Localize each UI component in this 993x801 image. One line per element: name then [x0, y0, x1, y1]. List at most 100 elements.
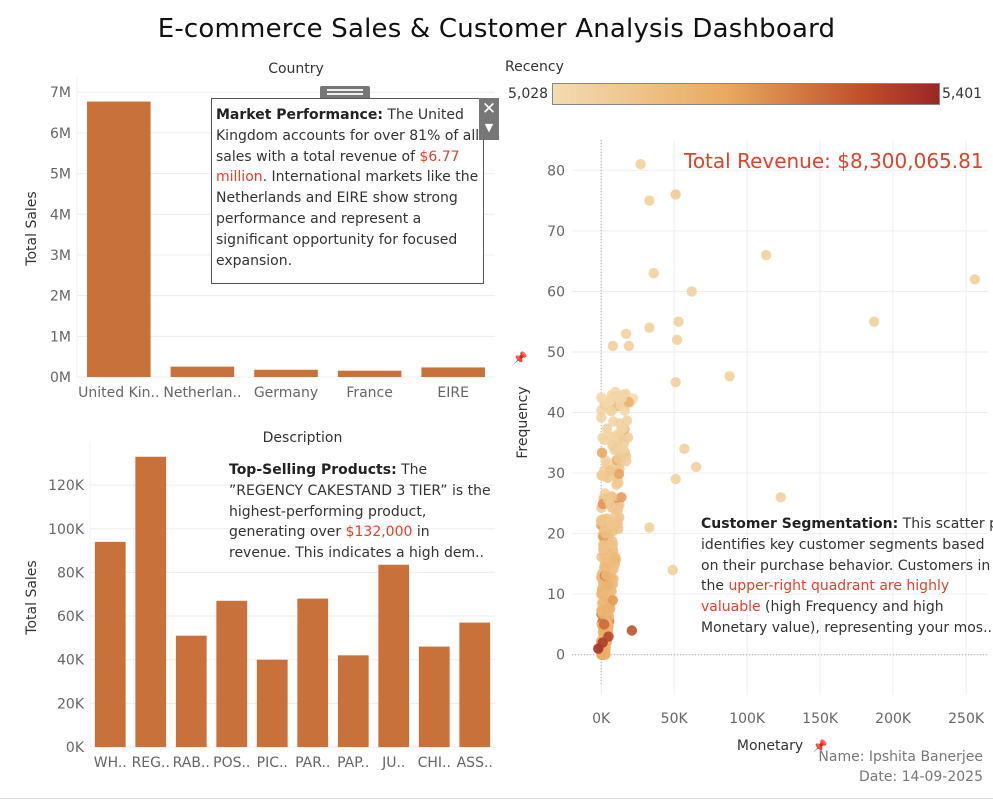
scatter-point — [616, 392, 628, 403]
country-x-tick-label: United Kin.. — [78, 385, 159, 401]
scatter-point — [610, 552, 621, 563]
country-y-tick-label: 6M — [50, 126, 71, 142]
scatter-y-tick-label: 50 — [547, 345, 565, 361]
scatter-point — [679, 443, 690, 455]
scatter-y-tick-label: 60 — [547, 284, 565, 300]
scatter-point — [612, 504, 623, 516]
scatter-y-tick-label: 80 — [547, 163, 565, 179]
scatter-y-tick-label: 30 — [547, 466, 565, 482]
scatter-point — [598, 543, 609, 555]
product-bar — [256, 659, 288, 747]
country-y-tick-label: 2M — [50, 289, 71, 305]
product-y-tick-label: 20K — [57, 696, 85, 712]
scatter-point — [605, 516, 616, 528]
scatter-point — [686, 286, 697, 297]
product-bar — [135, 456, 167, 747]
country-y-tick-label: 5M — [50, 167, 71, 183]
country-header: Country — [268, 61, 324, 77]
seg-line5-post: (high Frequency and high — [760, 599, 944, 616]
scatter-point — [601, 397, 612, 408]
scatter-y-tick-label: 20 — [547, 527, 565, 543]
product-bar — [297, 598, 329, 747]
seg-line6: Monetary value), representing your mos.. — [701, 619, 992, 636]
scatter-point — [667, 564, 678, 576]
scatter-point — [969, 274, 981, 285]
country-bar — [170, 366, 235, 377]
product-x-tick-label: PAR.. — [295, 755, 330, 771]
product-x-tick-label: PIC.. — [257, 755, 288, 771]
country-bar-chart: Country 0M 1M 2M 3M 4M 5M 6M 7M Total Sales United… — [24, 61, 495, 401]
scatter-point — [601, 423, 613, 434]
product-x-tick-label: WH.. — [94, 755, 127, 771]
seg-line1: This scatter plot — [902, 516, 993, 532]
market-annotation-text1: The United Kingdom accounts for over 81%… — [216, 107, 480, 165]
product-x-tick-label: POS.. — [213, 755, 250, 771]
product-y-tick-label: 80K — [57, 565, 85, 581]
scatter-point — [617, 443, 629, 454]
caret-down-icon[interactable]: ▼ — [484, 121, 494, 134]
scatter-point — [596, 516, 607, 527]
recency-color-ramp[interactable] — [552, 83, 940, 105]
product-y-tick-label: 100K — [48, 522, 85, 538]
market-annotation-text2: . International markets like the Netherl… — [216, 169, 479, 269]
product-y-tick-label: 40K — [57, 653, 85, 669]
scatter-x-tick-label: 50K — [661, 711, 689, 727]
scatter-x-tick-label: 250K — [948, 711, 985, 727]
country-x-tick-label: France — [346, 385, 393, 401]
customer-segmentation-annotation: Customer Segmentation: This scatter plot… — [701, 514, 993, 639]
close-icon[interactable]: ✕ — [481, 99, 497, 119]
seg-line4-highlight: upper-right quadrant are highly — [728, 578, 950, 595]
scatter-point — [670, 377, 681, 388]
recency-legend-min: 5,028 — [508, 86, 549, 102]
market-annotation-lead: Market Performance: — [216, 107, 383, 123]
product-bar — [94, 541, 126, 747]
scatter-point — [606, 389, 618, 401]
product-y-tick-label: 0K — [66, 740, 85, 756]
product-bar — [216, 600, 248, 747]
scatter-point — [619, 405, 630, 416]
scatter-point — [613, 468, 625, 480]
scatter-point — [760, 249, 772, 261]
scatter-point — [613, 453, 625, 464]
product-x-tick-label: CHI.. — [418, 755, 451, 771]
product-x-tick-label: PAP.. — [337, 755, 369, 771]
scatter-point — [673, 316, 684, 327]
country-x-tick-label: EIRE — [437, 385, 469, 401]
country-bar — [337, 370, 402, 377]
scatter-point — [607, 340, 619, 352]
scatter-y-axis-title: Frequency — [515, 386, 531, 458]
product-bar — [337, 655, 369, 747]
rfm-scatter-chart: 0 10 20 30 40 50 60 70 80 0K 50K 100K 150K 200K 250K Fr… — [513, 140, 988, 754]
product-x-tick-label: RAB.. — [173, 755, 210, 771]
scatter-point — [609, 444, 620, 456]
scatter-x-tick-label: 150K — [802, 711, 839, 727]
scatter-point — [601, 570, 612, 581]
author-info: Name: Ipshita Banerjee Date: 14-09-2025 — [818, 747, 983, 787]
scatter-point — [616, 423, 627, 435]
dashboard-title: E-commerce Sales & Customer Analysis Das… — [157, 14, 836, 44]
scatter-point — [644, 322, 655, 333]
country-x-tick-label: Germany — [254, 385, 318, 401]
country-y-tick-label: 4M — [50, 207, 71, 223]
scatter-point — [605, 499, 616, 510]
author-name: Name: Ipshita Banerjee — [818, 749, 983, 765]
scatter-x-tick-label: 200K — [875, 711, 912, 727]
total-revenue-label: Total Revenue: $8,300,065.81 — [684, 149, 984, 173]
annotation-controls[interactable]: ✕ ▼ — [479, 98, 499, 140]
seg-annotation-lead: Customer Segmentation: — [701, 516, 899, 532]
product-y-tick-label: 60K — [57, 609, 85, 625]
scatter-point — [648, 268, 659, 279]
scatter-point — [775, 492, 786, 503]
market-annotation-highlight: $6.77 million — [216, 148, 460, 186]
scatter-point — [609, 431, 620, 442]
scatter-point — [724, 370, 735, 382]
scatter-point — [670, 473, 681, 485]
products-annotation-lead: Top-Selling Products: — [229, 462, 397, 478]
scatter-point — [644, 522, 655, 533]
country-x-tick-label: Netherlan.. — [163, 385, 241, 401]
annotation-drag-handle[interactable] — [320, 86, 370, 98]
scatter-y-tick-label: 40 — [547, 406, 565, 422]
scatter-point — [635, 159, 646, 170]
products-annotation-text1: The ”REGENCY CAKESTAND 3 TIER” is the hi… — [229, 462, 491, 541]
scatter-point — [599, 434, 610, 446]
